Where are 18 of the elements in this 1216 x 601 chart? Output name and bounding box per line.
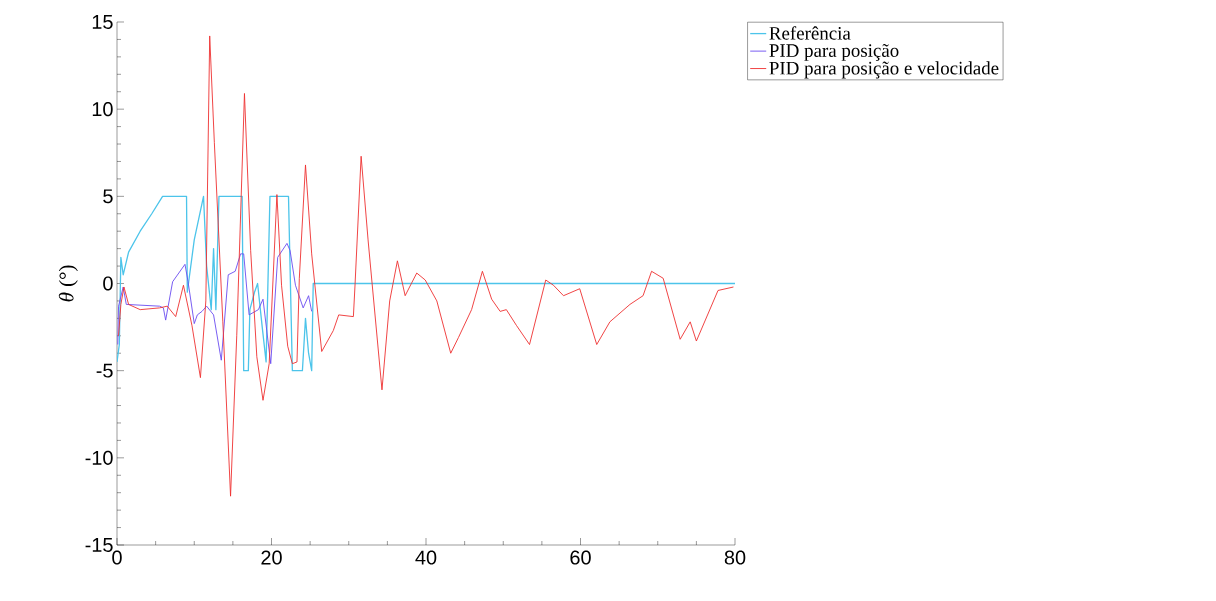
x-tick-label: 60	[570, 550, 591, 565]
legend-label: Referência	[769, 26, 851, 40]
y-tick-label: -15	[85, 538, 113, 552]
y-tick-label: 0	[103, 276, 113, 291]
y-tick-label: -5	[96, 363, 113, 378]
legend-label: PID para posição	[769, 44, 899, 61]
legend-label: PID para posição e velocidade	[769, 61, 999, 79]
y-tick-label: -10	[85, 450, 113, 465]
line-series	[118, 35, 734, 497]
x-tick-label: 80	[724, 550, 746, 565]
y-tick-label: 10	[92, 102, 113, 117]
y-axis-title: θ (°)	[58, 265, 78, 302]
x-tick-label: 20	[261, 550, 282, 565]
line-series	[117, 242, 313, 365]
y-tick-label: 15	[92, 15, 113, 29]
line-series	[117, 195, 735, 372]
y-tick-label: 5	[103, 189, 113, 204]
x-tick-label: 40	[415, 550, 437, 565]
